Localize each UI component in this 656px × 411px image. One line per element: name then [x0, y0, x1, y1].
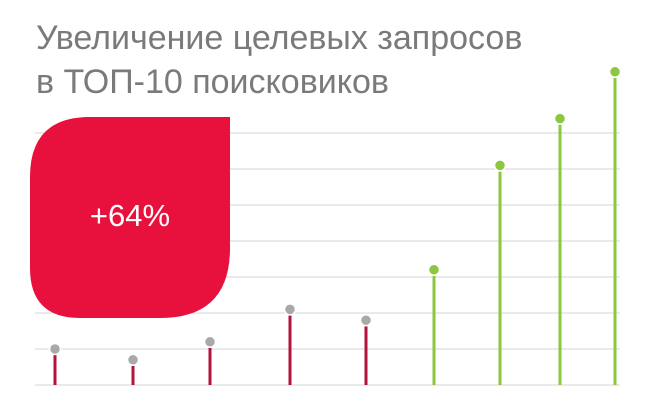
dot [48, 342, 62, 356]
dot [126, 353, 140, 367]
badge [30, 117, 230, 318]
dot [493, 159, 507, 172]
dot [203, 335, 217, 349]
dot [283, 303, 297, 316]
dot [553, 112, 567, 125]
chart-title: Увеличение целевых запросов [36, 19, 522, 57]
dot [427, 263, 441, 277]
annotation: +64% [90, 198, 170, 233]
dot [359, 313, 373, 327]
dot [608, 65, 622, 79]
chart-title: в ТОП-10 поисковиков [36, 63, 389, 101]
